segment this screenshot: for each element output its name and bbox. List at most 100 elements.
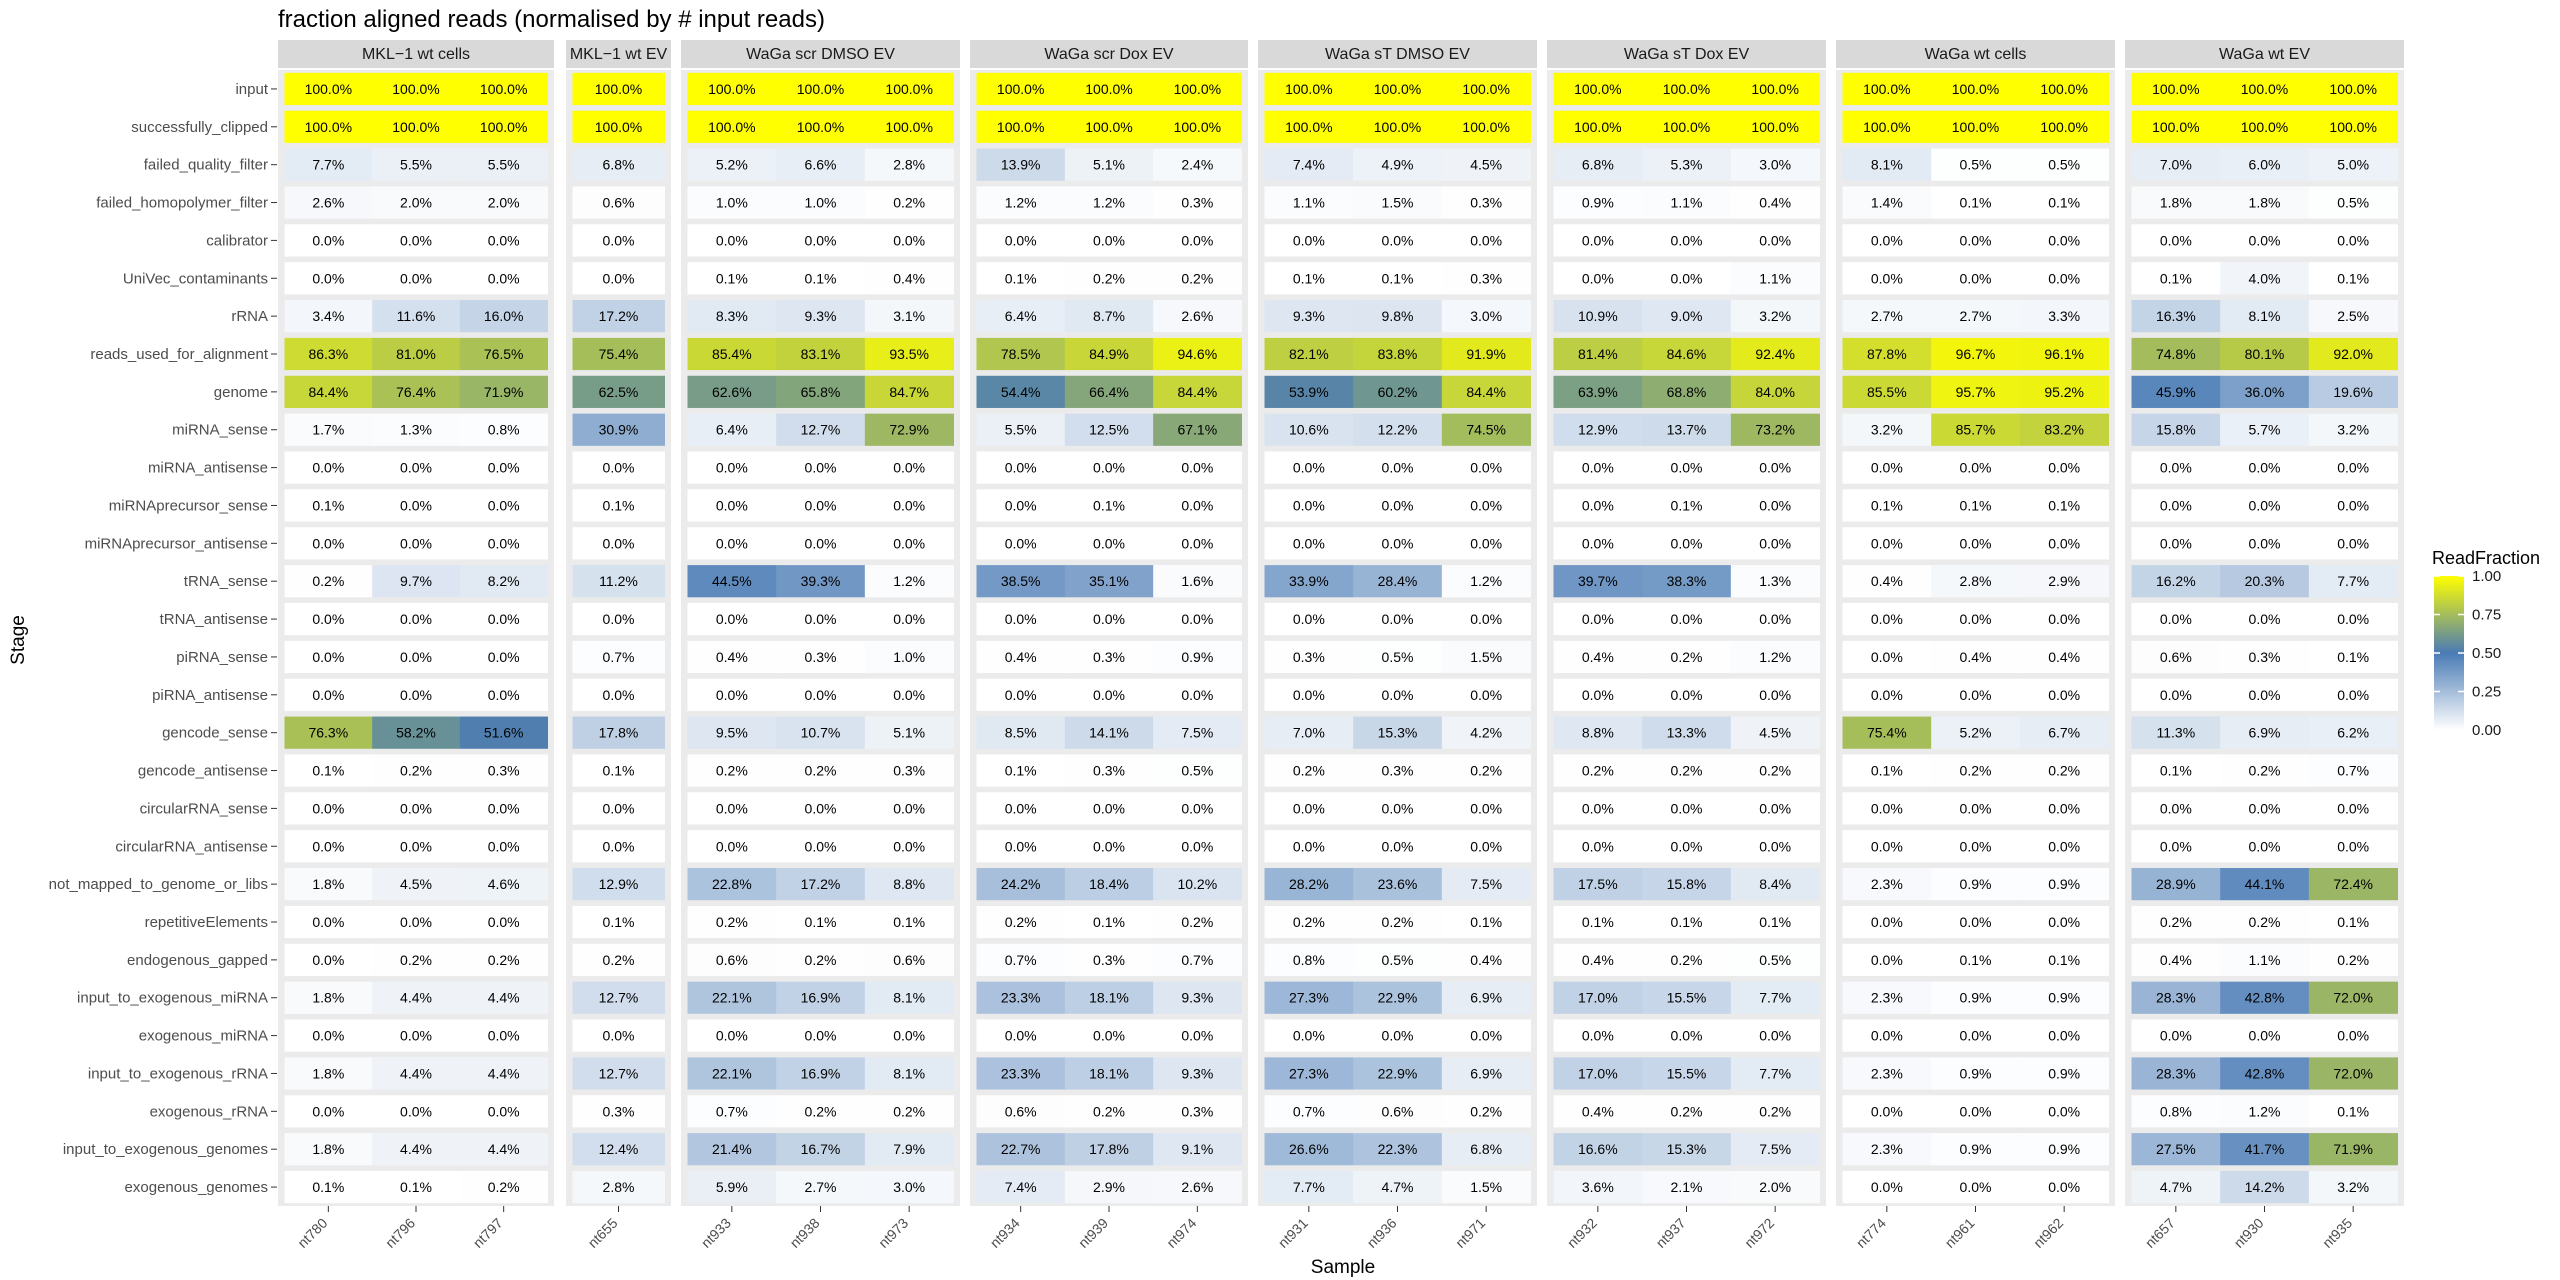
cell-value-label: 0.0% [1759,611,1791,627]
heatmap-cell [1441,413,1531,446]
cell-value-label: 1.5% [1470,649,1502,665]
y-tick-label: exogenous_miRNA [139,1028,268,1045]
heatmap-cell [1931,905,2021,939]
cell-value-label: 0.0% [1960,914,1992,930]
heatmap-cell [1264,375,1354,408]
heatmap-cell [1931,602,2021,636]
cell-value-label: 0.8% [2160,1103,2192,1119]
cell-value-label: 2.6% [312,195,344,211]
facet-strip [1258,40,1537,68]
heatmap-cell [1353,375,1443,408]
cell-value-label: 100.0% [1174,119,1221,135]
cell-value-label: 5.5% [1005,422,1037,438]
heatmap-cell [2019,1057,2109,1090]
cell-value-label: 0.0% [488,1028,520,1044]
heatmap-cell [1153,300,1242,333]
heatmap-cell [2220,830,2310,863]
cell-value-label: 0.0% [805,1028,837,1044]
cell-value-label: 100.0% [997,81,1044,97]
cell-value-label: 75.4% [599,346,639,362]
heatmap-cell [976,1057,1066,1090]
heatmap-cell [1553,754,1643,787]
heatmap-cell [372,602,461,636]
heatmap-cell [572,565,665,598]
heatmap-cell [1730,1170,1820,1204]
heatmap-cell [572,981,665,1014]
cell-value-label: 0.0% [1181,800,1213,816]
cell-value-label: 0.0% [1871,1028,1903,1044]
heatmap-cell [1153,72,1242,106]
cell-value-label: 15.8% [1667,876,1707,892]
heatmap-cell [2308,602,2398,636]
cell-value-label: 0.0% [1005,611,1037,627]
heatmap-cell [1153,489,1242,522]
heatmap-cell [2019,1170,2109,1204]
heatmap-cell [459,489,548,522]
heatmap-cell [372,1170,461,1204]
heatmap-cell [284,489,373,522]
heatmap-cell [1353,565,1443,598]
heatmap-cell [1730,1133,1820,1166]
cell-value-label: 7.7% [1293,1179,1325,1195]
x-tick-label: nt937 [1653,1215,1689,1251]
facet-strip [278,40,554,68]
y-tick-label: input_to_exogenous_genomes [63,1141,268,1158]
cell-value-label: 0.3% [805,649,837,665]
cell-value-label: 0.1% [312,497,344,513]
heatmap-cell [2308,868,2398,901]
cell-value-label: 0.1% [1293,270,1325,286]
cell-value-label: 0.0% [312,535,344,551]
heatmap-cell [459,792,548,825]
heatmap-cell [1264,716,1354,749]
heatmap-cell [976,413,1066,446]
cell-value-label: 4.5% [1470,157,1502,173]
heatmap-cell [1842,830,1932,863]
heatmap-cell [2220,640,2310,674]
heatmap-cell [776,148,866,181]
heatmap-cell [1064,1019,1154,1052]
cell-value-label: 8.3% [716,308,748,324]
heatmap-cell [864,565,954,598]
cell-value-label: 19.6% [2333,384,2373,400]
cell-value-label: 2.3% [1871,876,1903,892]
heatmap-cell [2131,148,2221,181]
heatmap-cell [1553,1133,1643,1166]
heatmap-cell [1064,981,1154,1014]
heatmap-cell [776,640,866,674]
heatmap-cell [2220,300,2310,333]
cell-value-label: 8.4% [1759,876,1791,892]
heatmap-cell [976,830,1066,863]
cell-value-label: 11.3% [2156,725,2195,741]
heatmap-cell [1931,716,2021,749]
heatmap-cell [372,375,461,408]
cell-value-label: 3.6% [1582,1179,1614,1195]
facet-strip [1836,40,2115,68]
heatmap-cell [1842,1019,1932,1052]
cell-value-label: 0.0% [488,687,520,703]
heatmap-cell [776,716,866,749]
cell-value-label: 74.8% [2156,346,2196,362]
heatmap-cell [2220,262,2310,295]
cell-value-label: 0.7% [2337,763,2369,779]
heatmap-cell [1264,186,1354,219]
cell-value-label: 0.0% [1293,687,1325,703]
heatmap-cell [572,602,665,636]
cell-value-label: 0.9% [1960,1065,1992,1081]
heatmap-cell [976,300,1066,333]
heatmap-cell [284,1170,373,1204]
heatmap-cell [1064,375,1154,408]
cell-value-label: 0.4% [1582,952,1614,968]
cell-value-label: 0.2% [2337,952,2369,968]
cell-value-label: 0.0% [1871,460,1903,476]
cell-value-label: 0.0% [2337,611,2369,627]
cell-value-label: 0.0% [603,535,635,551]
cell-value-label: 100.0% [1285,119,1332,135]
cell-value-label: 0.0% [2160,800,2192,816]
heatmap-cell [1353,868,1443,901]
heatmap-cell [284,868,373,901]
y-tick-label: exogenous_rRNA [150,1103,268,1120]
y-tick-label: tRNA_sense [184,573,268,590]
heatmap-cell [1730,451,1820,484]
cell-value-label: 1.8% [312,1065,344,1081]
heatmap-cell [1730,489,1820,522]
